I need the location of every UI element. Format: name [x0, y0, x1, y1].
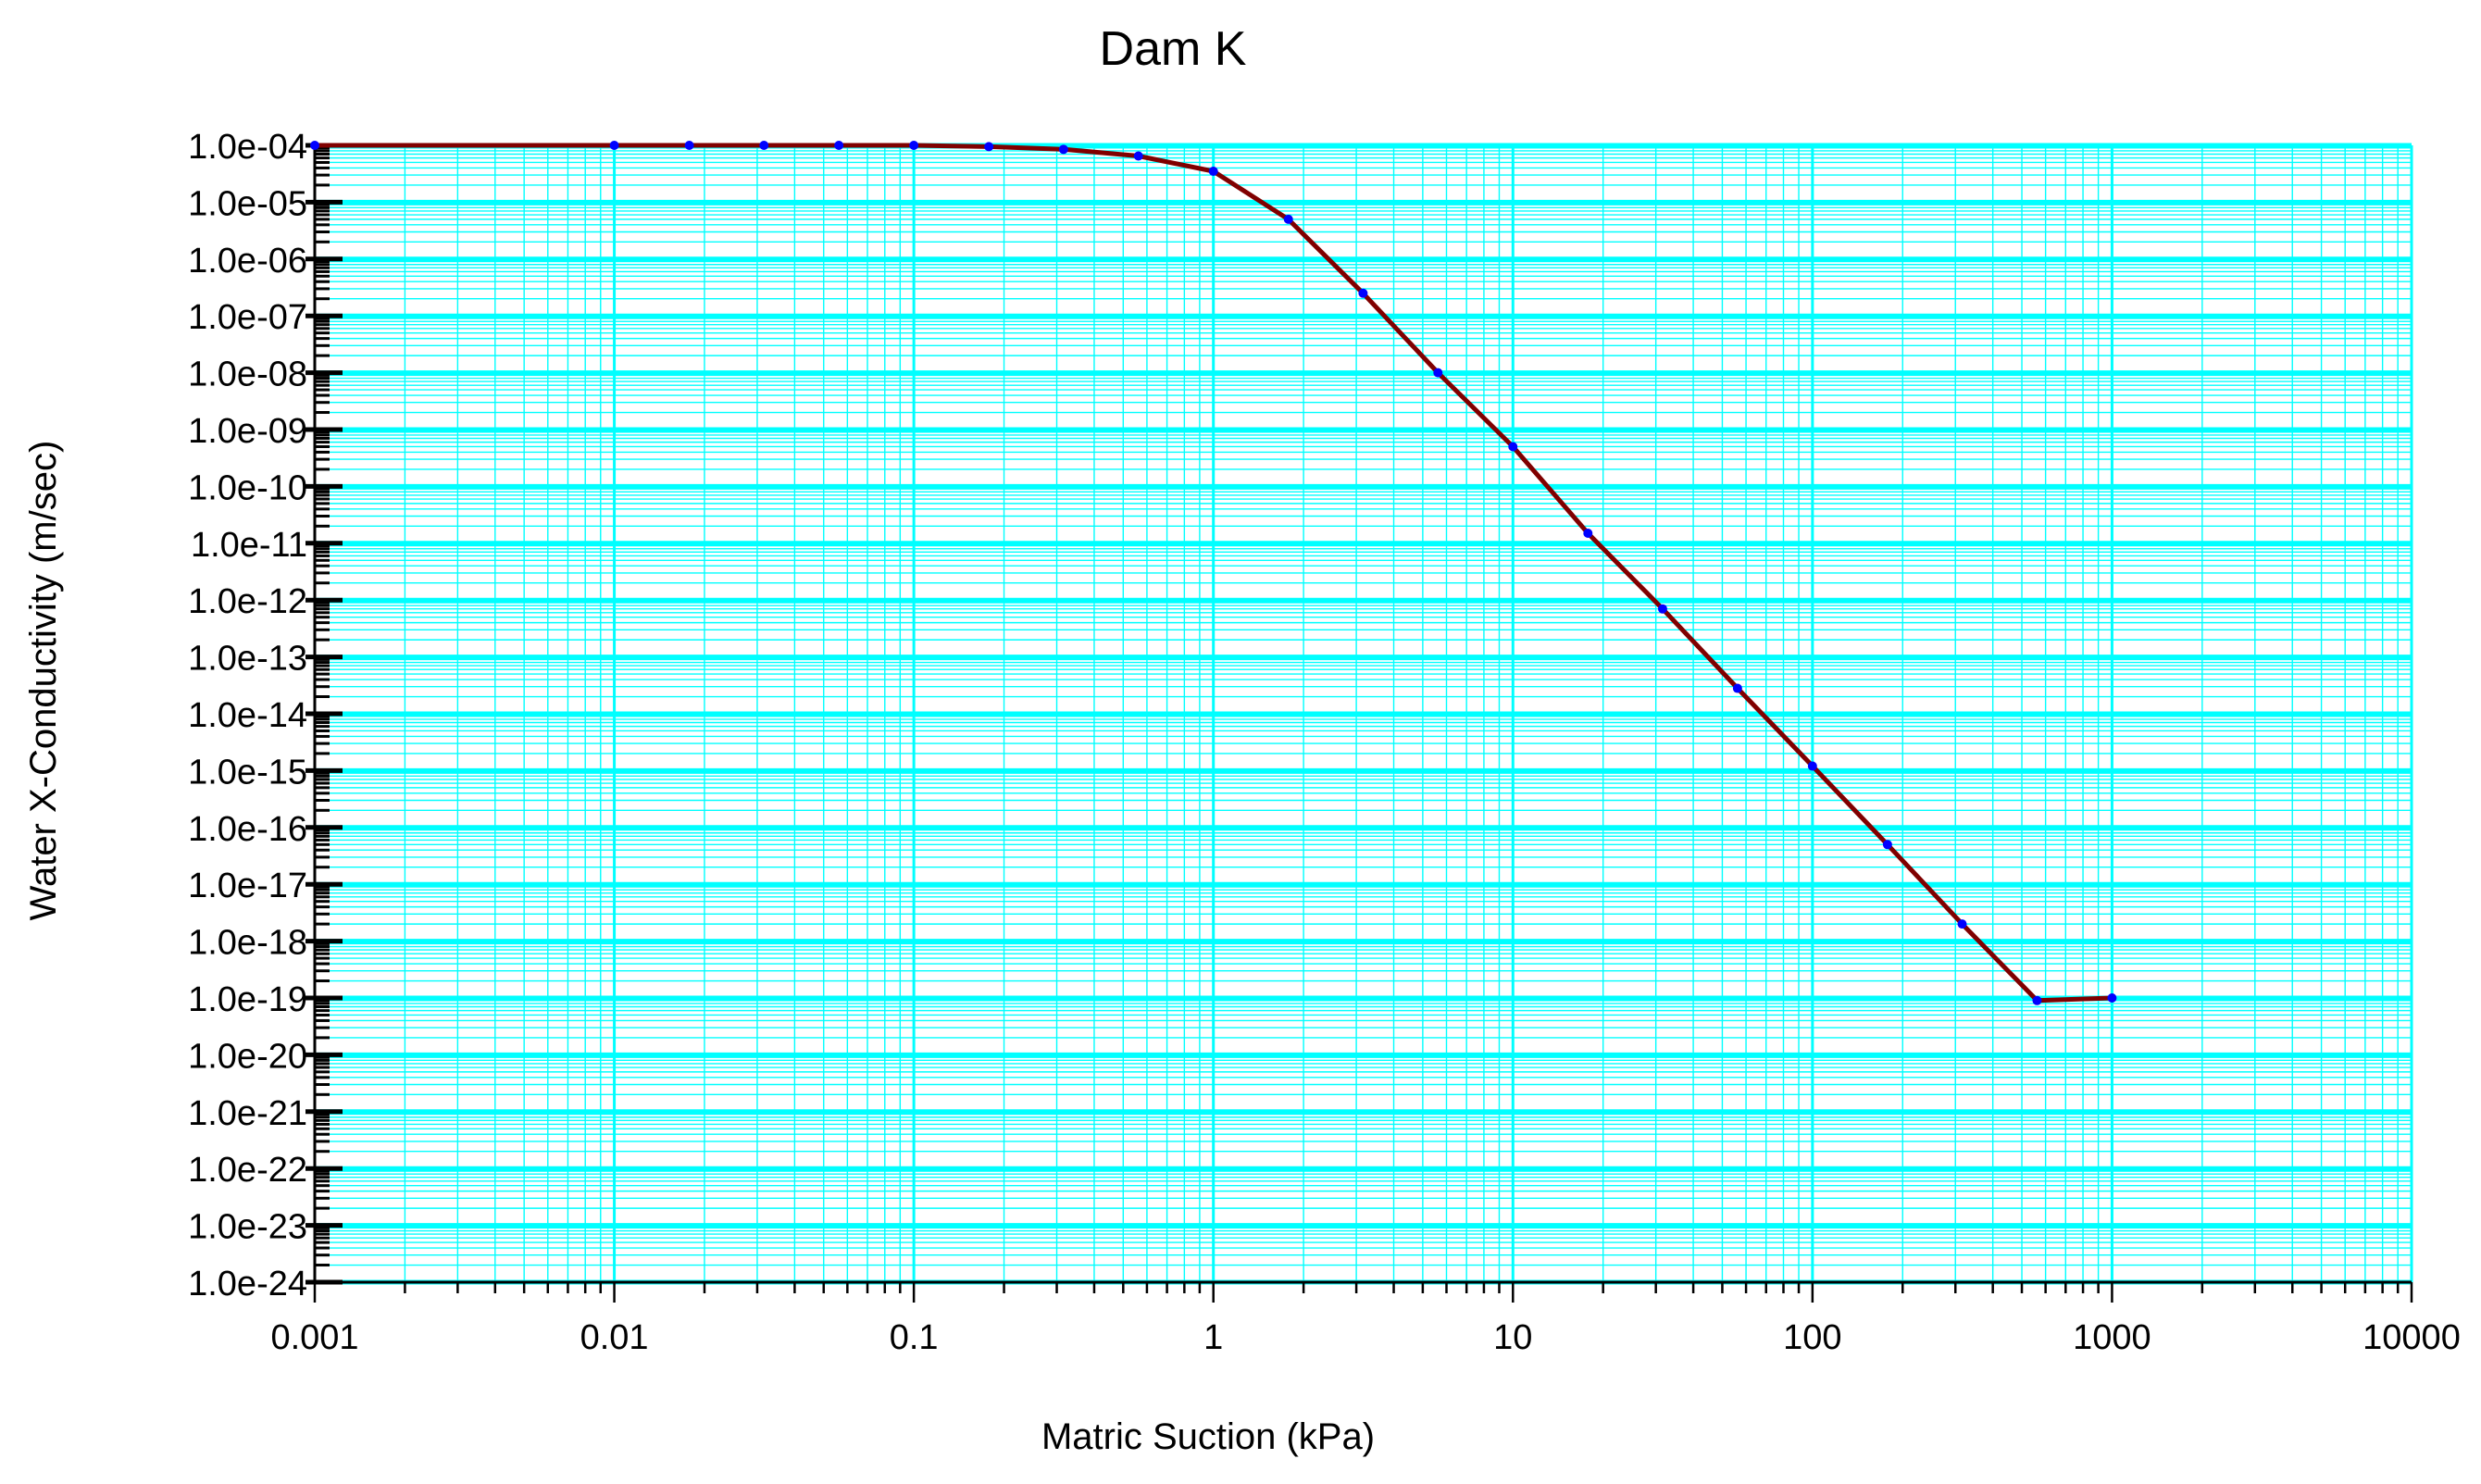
x-tick-label: 1 — [1203, 1318, 1223, 1357]
y-tick-label: 1.0e-12 — [188, 582, 307, 621]
x-tick-label: 0.01 — [580, 1318, 649, 1357]
y-tick-label: 1.0e-20 — [188, 1037, 307, 1076]
data-point — [1208, 166, 1218, 176]
series — [310, 141, 2117, 1005]
data-point — [310, 141, 319, 150]
y-tick-label: 1.0e-14 — [188, 696, 307, 735]
data-point — [984, 142, 994, 152]
x-tick-label: 1000 — [2073, 1318, 2151, 1357]
y-tick-label: 1.0e-04 — [188, 128, 307, 167]
tick-labels: 0.001 0.01 0.1 1 10 100 1000 10000 1.0e-04 1.0e-0… — [188, 128, 2461, 1357]
y-tick-label: 1.0e-23 — [188, 1208, 307, 1247]
y-tick-label: 1.0e-17 — [188, 867, 307, 905]
data-point — [1358, 288, 1368, 298]
ticks — [305, 143, 2413, 1303]
data-point — [1657, 604, 1667, 614]
y-tick-label: 1.0e-24 — [188, 1265, 307, 1303]
y-tick-label: 1.0e-15 — [188, 753, 307, 792]
y-tick-label: 1.0e-16 — [188, 810, 307, 849]
x-tick-label: 10000 — [2363, 1318, 2461, 1357]
data-point — [1283, 214, 1293, 224]
data-point — [834, 141, 844, 150]
data-point — [1957, 919, 1967, 929]
y-tick-label: 1.0e-11 — [191, 526, 307, 565]
data-point — [1133, 151, 1143, 161]
data-point — [909, 141, 919, 150]
data-point — [1058, 144, 1068, 155]
grid-minor — [315, 145, 2412, 1282]
x-tick-label: 100 — [1783, 1318, 1841, 1357]
data-point — [609, 141, 619, 150]
x-tick-label: 0.001 — [270, 1318, 358, 1357]
y-tick-label: 1.0e-09 — [188, 412, 307, 451]
data-point — [1882, 840, 1892, 850]
data-point — [1583, 528, 1593, 538]
data-point — [759, 141, 769, 150]
y-tick-label: 1.0e-19 — [188, 980, 307, 1019]
data-point — [2107, 993, 2117, 1003]
data-point — [1807, 761, 1817, 771]
y-tick-label: 1.0e-07 — [188, 298, 307, 337]
y-tick-label: 1.0e-22 — [188, 1151, 307, 1190]
data-point — [1732, 683, 1742, 693]
grid-major — [313, 143, 2413, 1285]
data-point — [2032, 995, 2042, 1005]
series-line — [315, 143, 2113, 1004]
x-axis-title: Matric Suction (kPa) — [1041, 1416, 1375, 1457]
y-tick-label: 1.0e-18 — [188, 924, 307, 963]
data-point — [684, 141, 694, 150]
y-tick-label: 1.0e-05 — [188, 184, 307, 223]
y-tick-label: 1.0e-08 — [188, 355, 307, 394]
y-tick-label: 1.0e-13 — [188, 640, 307, 679]
data-point — [1508, 442, 1518, 452]
chart-title: Dam K — [1100, 22, 1247, 76]
y-axis-title: Water X-Conductivity (m/sec) — [23, 441, 64, 921]
y-tick-label: 1.0e-21 — [188, 1094, 307, 1133]
x-tick-label: 10 — [1493, 1318, 1532, 1357]
y-tick-label: 1.0e-10 — [188, 468, 307, 507]
y-tick-label: 1.0e-06 — [188, 242, 307, 281]
data-point — [1433, 368, 1443, 378]
x-tick-label: 0.1 — [890, 1318, 939, 1357]
